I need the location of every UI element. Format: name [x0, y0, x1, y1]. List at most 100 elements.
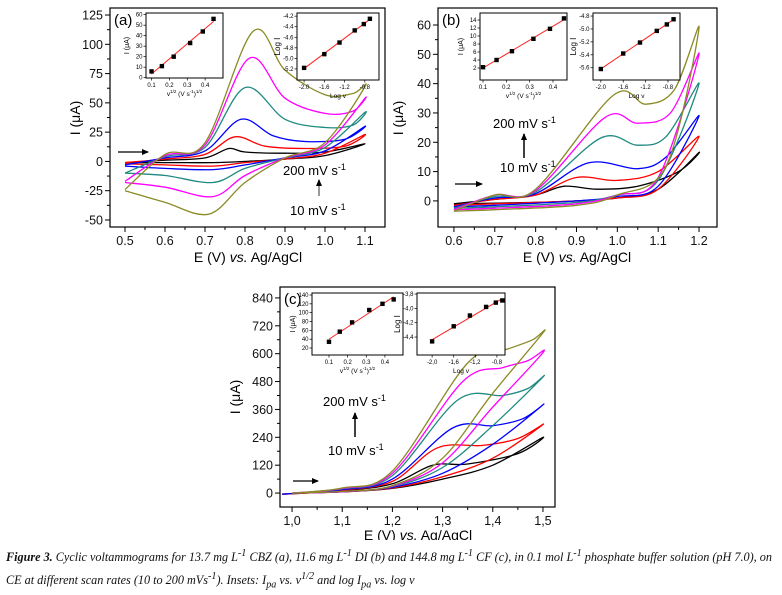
inset-data-point [361, 21, 367, 27]
inset-y-tick-label: 10 [470, 34, 477, 40]
inset-y-tick-label: -4,2 [403, 321, 414, 327]
inset-y-axis-title: I (μA) [124, 37, 131, 54]
cv-curve-series-2 [124, 133, 367, 167]
y-tick-label: 100 [82, 38, 103, 52]
chart-panel-a: 0.5 0.6 0.7 0.8 0.9 1.0 1.1-50-250255075100125… [67, 7, 386, 265]
inset-frame [479, 12, 568, 81]
inset-data-point [337, 329, 342, 334]
inset-y-axis-title: I (μA) [458, 38, 465, 55]
y-tick-label: 0 [96, 155, 103, 169]
inset-y-tick-label: -4.6 [283, 35, 294, 41]
inset-y-axis-title: I (μA) [290, 315, 297, 332]
caption-sup: -1 [573, 548, 582, 559]
cv-curve-series-6 [291, 329, 546, 494]
y-tick-label: 50 [89, 96, 103, 110]
y-tick-label: 720 [252, 319, 273, 333]
figure-caption: Figure 3. Cyclic voltammograms for 13.7 … [6, 544, 782, 595]
caption-text: Cyclic voltammograms for 13.7 mg L [52, 550, 238, 565]
inset-y-tick-label: 8 [473, 42, 477, 48]
inset-y-tick-label: 0 [139, 76, 143, 82]
caption-sup: -1 [237, 548, 247, 559]
inset-y-tick-label: 14 [470, 18, 477, 24]
cv-curves [453, 25, 701, 212]
inset-y-tick-label: 30 [136, 44, 143, 50]
inset-y-tick-label: 10 [136, 65, 143, 71]
inset-y-tick-label: 40 [136, 34, 143, 40]
panel-label: (c) [284, 291, 302, 308]
inset-x-axis-title: v1/2 (V s-1)1/2 [506, 91, 542, 100]
inset-y-tick-label: -5.0 [283, 56, 294, 62]
x-axis-title: E (V) vs. Ag/AgCl [194, 249, 302, 265]
inset-current-vs-sqrt-scan-rate: 0.1 0.2 0.3 0.4 2 4 6 8 10 12 14 I (μA) v1/2 (V s-1)… [458, 12, 568, 100]
x-tick-label: 0.6 [445, 234, 462, 248]
inset-x-tick-label: -0.8 [360, 85, 371, 91]
inset-data-point [211, 16, 216, 22]
inset-data-point [171, 54, 176, 59]
chart-panel-b: 0.6 0.7 0.8 0.9 1.0 1.1 1.2 0 10 20 30 40 50 60 I (μA)… [390, 7, 718, 265]
inset-y-tick-label: 4 [473, 58, 477, 64]
inset-data-point [561, 16, 567, 21]
inset-x-tick-label: -0,8 [492, 360, 503, 366]
y-tick-label: 0 [266, 487, 273, 501]
y-tick-label: 600 [252, 347, 273, 361]
inset-data-point [671, 17, 676, 22]
inset-y-axis-title: Log I [393, 315, 402, 333]
y-tick-label: 30 [417, 106, 431, 120]
cv-curve-series-5 [453, 52, 700, 211]
inset-log-current-vs-log-scan-rate: -2.0 -1.6 -1.2 -0.8 -5.2 -5.0 -4.8 -4.6 -4.4 -4.2… [273, 12, 380, 100]
caption-text: CF (c), in 0.1 mol L [473, 550, 574, 565]
inset-fit-line [303, 18, 371, 69]
cv-curve-series-3 [453, 115, 700, 208]
inset-data-point [301, 65, 307, 71]
y-tick-label: -50 [85, 213, 103, 227]
x-tick-label: 0.8 [236, 234, 253, 248]
caption-text: phosphate buffer solution (pH 7.0), on C… [6, 550, 772, 588]
inset-x-tick-label: -0.8 [663, 85, 674, 91]
caption-text: vs. v [276, 573, 302, 588]
inset-x-tick-label: -2.0 [596, 85, 607, 91]
inset-log-current-vs-log-scan-rate: -2,0 -1,6 -1,2 -0,8 -4,4 -4,2 -4,0 -3,8 Log I Log… [393, 292, 506, 375]
panel-label: (a) [114, 12, 132, 29]
y-tick-label: 840 [252, 291, 273, 305]
inset-x-tick-label: -1.6 [319, 85, 330, 91]
inset-y-tick-label: 20 [302, 346, 309, 352]
inset-y-tick-label: -3,8 [403, 292, 414, 298]
y-tick-label: 125 [82, 9, 103, 23]
inset-y-tick-label: 120 [298, 302, 309, 308]
inset-fit-line [431, 298, 503, 341]
inset-y-tick-label: -4.8 [283, 46, 294, 52]
inset-x-axis-title: Log v [453, 368, 470, 375]
inset-y-tick-label: 140 [298, 293, 309, 299]
inset-y-tick-label: 20 [136, 55, 143, 61]
inset-y-tick-label: 40 [302, 337, 309, 343]
scan-rate-label-high: 200 mV s-1 [493, 115, 556, 131]
inset-y-axis-title: Log I [273, 38, 282, 56]
inset-x-tick-label: 0.3 [526, 85, 535, 91]
inset-x-tick-label: -1,2 [470, 360, 481, 366]
scan-rate-label-high: 200 mV s-1 [283, 162, 346, 178]
inset-data-point [200, 29, 206, 34]
figure-panels: 0.5 0.6 0.7 0.8 0.9 1.0 1.1-50-250255075100125… [67, 7, 718, 540]
cv-curve-series-4 [453, 82, 700, 209]
cv-curve-series-6 [124, 28, 367, 216]
inset-data-point [494, 57, 499, 63]
inset-y-tick-label: 60 [302, 328, 309, 334]
y-tick-label: 50 [417, 48, 431, 62]
y-tick-label: 0 [424, 194, 431, 208]
inset-data-point [159, 63, 165, 69]
caption-sub: pa [266, 579, 277, 591]
inset-current-vs-sqrt-scan-rate: 0.1 0.2 0.3 0.4 20 40 60 80 100 120 140 I (μA) v1/2 … [290, 292, 404, 375]
inset-x-tick-label: 0.2 [165, 83, 174, 89]
inset-data-point [352, 28, 357, 33]
scan-rate-label-high: 200 mV s-1 [323, 393, 386, 409]
scan-rate-label-low: 10 mV s-1 [328, 442, 384, 458]
inset-data-point [349, 320, 355, 325]
inset-x-axis-title: Log v [330, 93, 347, 100]
x-tick-label: 1,5 [534, 514, 551, 528]
inset-current-vs-sqrt-scan-rate: 0.1 0.2 0.3 0.4 0 10 20 30 40 50 60 I (μA) v1/2 (V s… [124, 12, 224, 98]
cv-curve-series-6 [453, 25, 700, 212]
cv-curve-series-5 [124, 56, 367, 198]
x-tick-label: 1,4 [484, 514, 501, 528]
y-tick-label: -25 [85, 184, 103, 198]
x-tick-label: 0.8 [527, 234, 544, 248]
